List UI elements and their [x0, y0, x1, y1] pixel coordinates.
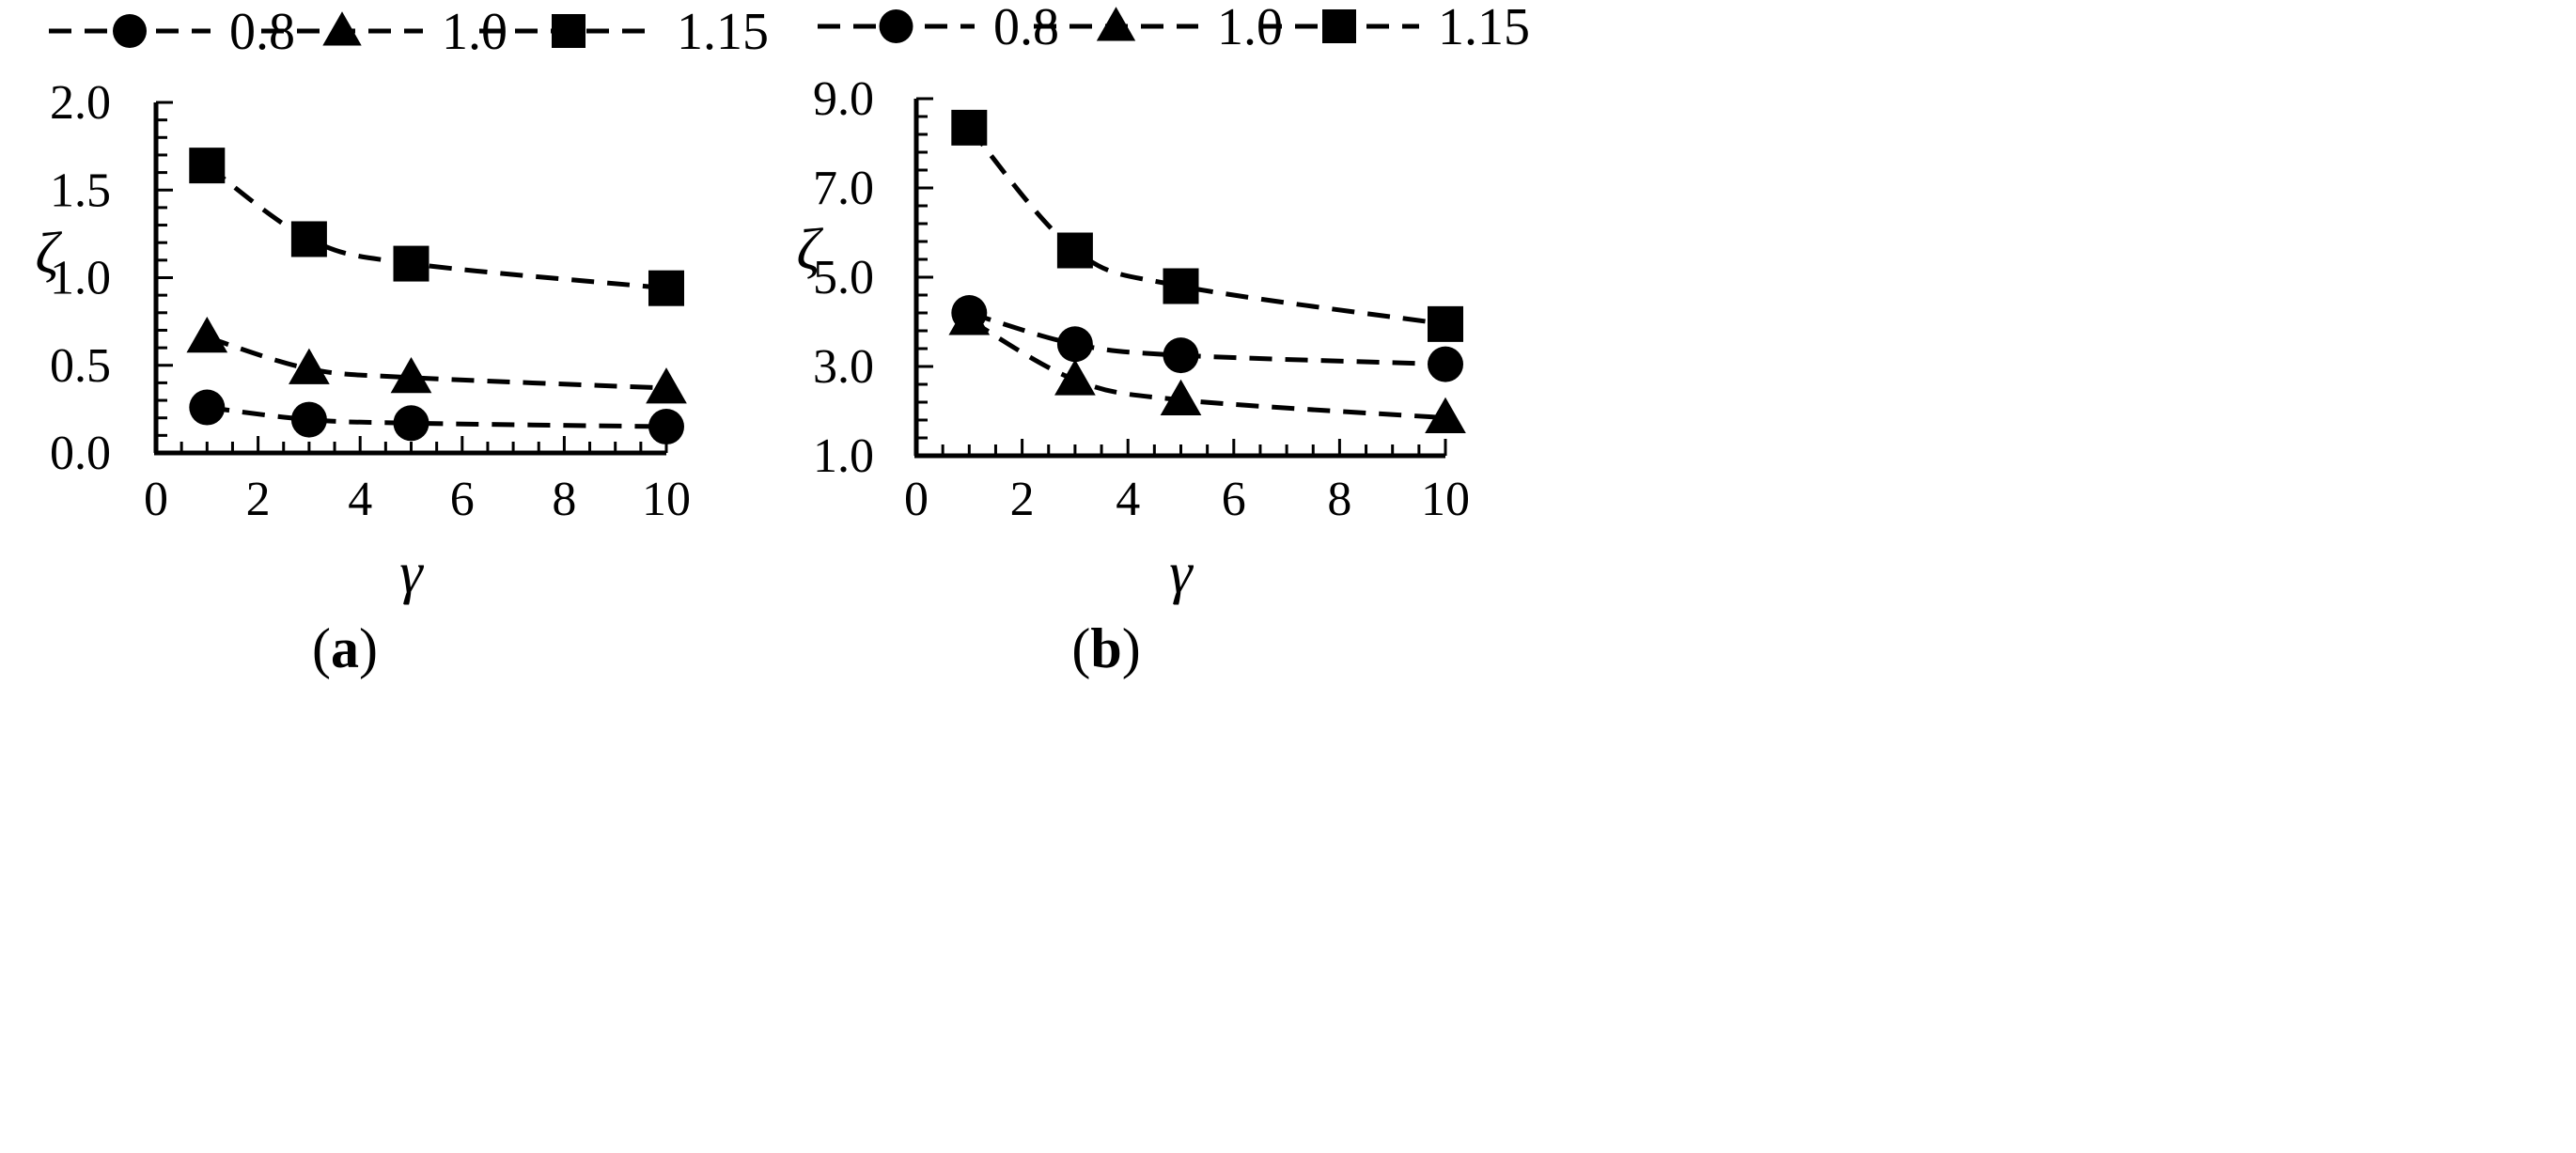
panel-b: 0 2 4 6 8 10 1.0 3.0 5.0 7.0 9.0 γ ζ 0.8 1.0 1.15 (b) [796, 0, 1530, 679]
panel-label: (a) [312, 617, 378, 679]
series-line-1.0 [968, 317, 1446, 421]
x-tick-label: 2 [246, 473, 271, 526]
x-tick-label: 0 [904, 473, 929, 526]
legend-triangle-icon [322, 11, 362, 46]
panel-a: 0 2 4 6 8 10 0.0 0.5 1.0 1.5 2.0 γ ζ 0.8 1.0 1.15 (a) [35, 3, 769, 679]
x-axis-title: γ [1169, 541, 1194, 605]
data-point-circle [393, 405, 429, 442]
legend-square-icon [552, 14, 585, 48]
x-tick-label: 4 [348, 473, 372, 526]
data-point-triangle [289, 348, 330, 384]
data-point-square [393, 245, 429, 282]
x-tick-label: 8 [552, 473, 576, 526]
y-tick-label: 9.0 [813, 72, 874, 126]
series-line-1.15 [205, 164, 667, 291]
legend-label: 1.15 [677, 3, 769, 61]
data-point-triangle [1160, 379, 1202, 416]
data-point-square [951, 109, 988, 146]
data-point-square [1163, 268, 1199, 304]
data-point-circle [189, 389, 226, 426]
data-point-circle [1428, 346, 1463, 382]
data-point-triangle [1425, 397, 1466, 434]
data-point-circle [1056, 326, 1093, 363]
series-line-1.15 [967, 126, 1446, 327]
y-tick-label: 7.0 [813, 162, 874, 215]
panel-label: (b) [1071, 617, 1140, 679]
x-tick-label: 4 [1116, 473, 1140, 526]
x-tick-label: 6 [450, 473, 475, 526]
y-tick-label: 1.5 [50, 164, 111, 217]
x-tick-label: 10 [1421, 473, 1470, 526]
x-tick-label: 6 [1222, 473, 1246, 526]
legend-label: 1.15 [1438, 0, 1530, 56]
legend-b: 0.8 1.0 1.15 [818, 0, 1530, 56]
data-point-circle [1163, 337, 1199, 374]
data-point-triangle [948, 299, 991, 335]
data-point-square [648, 270, 684, 306]
series-line-0.8 [968, 310, 1446, 367]
y-tick-label: 1.0 [50, 252, 111, 305]
data-point-triangle [1054, 359, 1096, 396]
series-line-1.0 [206, 335, 667, 391]
y-tick-label: 5.0 [813, 251, 874, 304]
y-tick-label: 2.0 [50, 76, 111, 130]
data-point-circle [290, 401, 327, 438]
y-tick-label: 1.0 [813, 429, 874, 483]
data-point-triangle [646, 367, 687, 404]
y-tick-label: 0.0 [50, 427, 111, 480]
legend-square-icon [1322, 9, 1356, 43]
x-tick-label: 0 [144, 473, 168, 526]
x-tick-label: 2 [1010, 473, 1035, 526]
legend-triangle-icon [1096, 7, 1136, 41]
data-point-square [189, 148, 226, 184]
data-point-triangle [186, 317, 228, 353]
data-point-triangle [390, 356, 432, 394]
y-tick-label: 3.0 [813, 340, 874, 394]
legend-circle-icon [113, 14, 147, 48]
y-tick-label: 0.5 [50, 339, 111, 393]
legend-a: 0.8 1.0 1.15 [49, 3, 769, 61]
x-tick-label: 8 [1327, 473, 1351, 526]
x-tick-label: 10 [642, 473, 691, 526]
data-point-circle [648, 409, 684, 445]
y-axis-title: ζ [35, 222, 62, 286]
y-axis-title: ζ [796, 218, 823, 282]
data-point-square [290, 221, 327, 257]
data-point-square [1056, 232, 1093, 269]
legend-circle-icon [879, 9, 913, 43]
x-axis-title: γ [399, 541, 424, 605]
data-point-square [1428, 305, 1463, 342]
series-line-0.8 [207, 405, 667, 429]
